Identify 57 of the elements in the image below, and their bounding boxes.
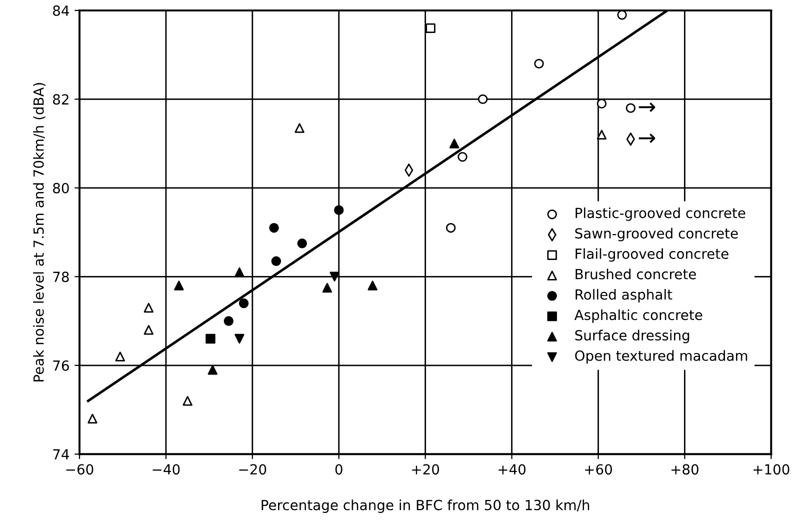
point [534,58,544,69]
y-tick-label: 84 [53,5,69,16]
legend-label: Open textured macadam [575,350,748,364]
point [426,23,436,34]
legend-label: Sawn-grooved concrete [575,228,738,242]
y-tick-label: 82 [53,94,68,105]
point [182,396,192,406]
x-tick-label: +80 [672,464,698,475]
x-tick-label: +40 [498,464,526,475]
legend-label: Brushed concrete [576,268,696,280]
x-tick-label: +60 [585,464,612,475]
x-tick-label: 0 [335,464,342,475]
legend-label: Plastic-grooved concrete [576,207,746,221]
legend-label: Rolled asphalt [576,289,672,302]
point [88,414,98,424]
y-axis-title: Peak noise level at 7.5m and 70km/h (dBA) [33,83,46,382]
x-axis-title: Percentage change in BFC from 50 to 130 km/h [262,500,590,513]
x-tick-label: −40 [152,464,180,475]
point [208,364,218,375]
point [234,334,244,344]
point [234,267,244,278]
point [368,280,378,290]
annotation: → [638,102,656,112]
point [224,316,234,326]
point [271,256,282,266]
y-tick-label: 74 [53,449,69,460]
y-tick-label: 80 [53,182,69,194]
point [174,280,184,290]
point [144,302,154,313]
legend-label: Surface dressing [575,330,690,344]
point [322,282,332,293]
point [446,222,456,233]
y-tick-label: 76 [53,360,69,371]
point [144,325,154,335]
point [238,298,249,308]
point [626,103,636,113]
point [596,130,607,140]
annotation: → [638,134,656,144]
legend-label: Asphaltic concrete [574,309,702,323]
point [617,10,627,20]
point [269,222,279,233]
x-tick-label: +100 [754,464,790,475]
point [294,123,304,133]
point [206,334,216,344]
point [334,205,344,215]
point [115,352,125,362]
point [596,98,607,108]
point [478,94,488,104]
point [449,138,460,148]
x-tick-label: −20 [239,464,266,475]
point [297,238,307,248]
legend-label: Flail-grooved concrete [576,248,728,262]
x-tick-label: −60 [66,464,94,475]
point [330,272,340,282]
x-tick-label: +20 [412,464,440,475]
point [458,152,468,162]
y-tick-label: 78 [53,272,69,282]
